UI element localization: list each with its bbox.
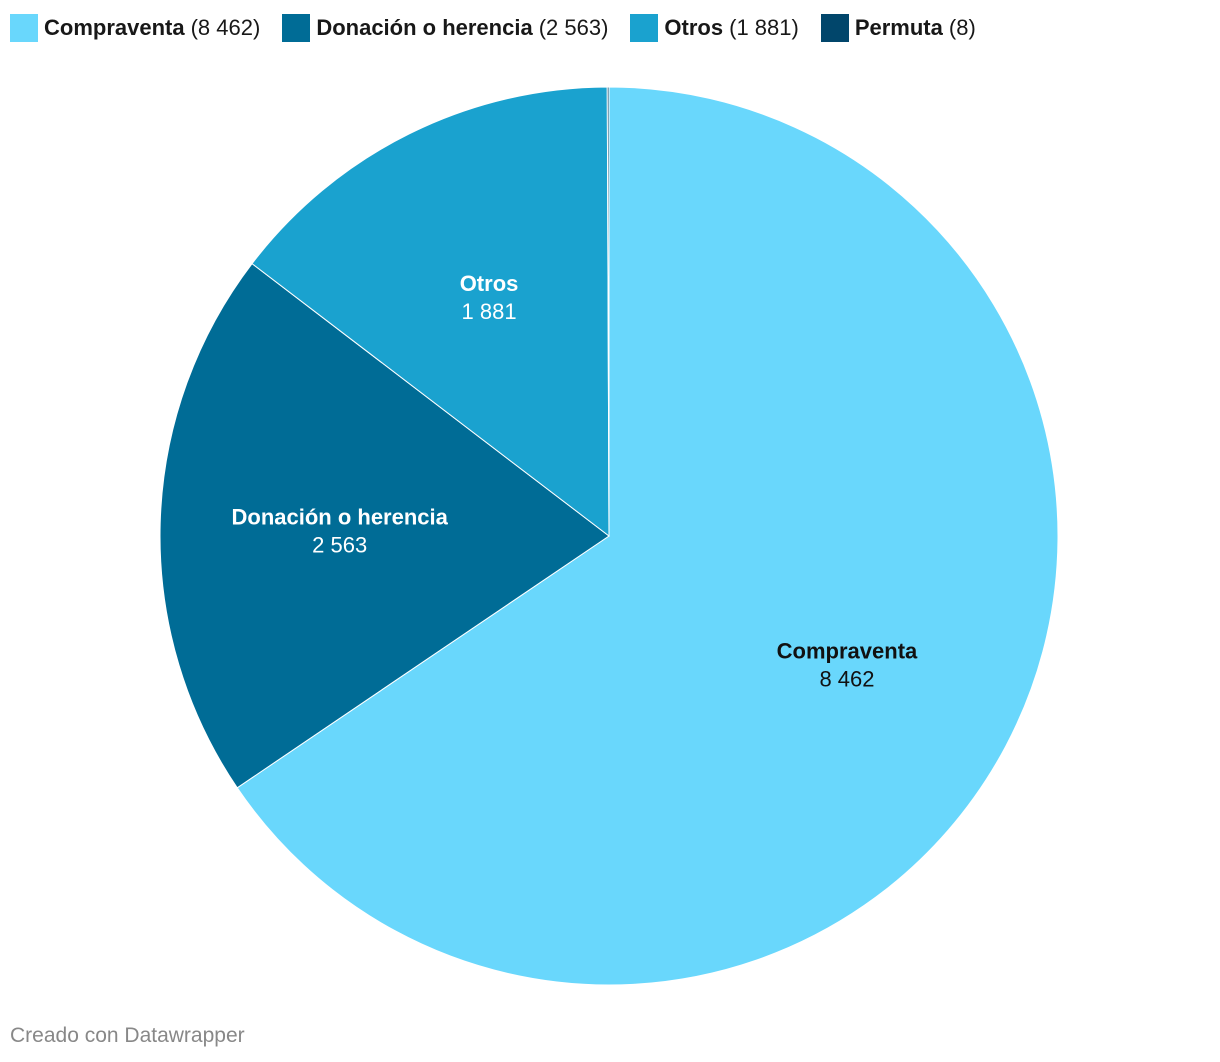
legend-item-compraventa: Compraventa (8 462) bbox=[10, 12, 260, 44]
pie-slice-permuta bbox=[606, 86, 610, 537]
legend-count: (8 462) bbox=[190, 15, 261, 40]
legend-label: Compraventa bbox=[44, 15, 185, 40]
legend-item-permuta: Permuta (8) bbox=[820, 12, 976, 44]
chart-legend: Compraventa (8 462) Donación o herencia … bbox=[10, 12, 998, 44]
slice-value-donacion-o-herencia: 2 563 bbox=[312, 532, 367, 557]
legend-swatch bbox=[282, 14, 311, 42]
legend-item-donacion-o-herencia: Donación o herencia (2 563) bbox=[282, 12, 608, 44]
slice-value-compraventa: 8 462 bbox=[819, 666, 874, 691]
pie-labels: Compraventa 8 462 Donación o herencia 2 563… bbox=[232, 271, 919, 691]
pie-slice-donacion-o-herencia bbox=[159, 262, 610, 789]
legend-count: (2 563) bbox=[538, 15, 609, 40]
legend-label: Permuta bbox=[854, 15, 943, 40]
pie-slice-otros bbox=[251, 86, 610, 538]
datawrapper-credit: Creado con Datawrapper bbox=[10, 1024, 245, 1047]
slice-value-otros: 1 881 bbox=[462, 299, 517, 324]
slice-label-donacion-o-herencia: Donación o herencia bbox=[232, 504, 449, 529]
legend-swatch bbox=[630, 14, 659, 42]
pie-slices bbox=[159, 86, 1059, 986]
legend-swatch bbox=[10, 14, 38, 42]
legend-count: (8) bbox=[948, 15, 976, 40]
legend-count: (1 881) bbox=[729, 15, 799, 40]
legend-label: Donación o herencia bbox=[316, 15, 533, 40]
slice-label-otros: Otros bbox=[460, 271, 519, 296]
legend-item-otros: Otros (1 881) bbox=[630, 12, 799, 44]
legend-label: Otros bbox=[664, 15, 724, 40]
slice-label-compraventa: Compraventa bbox=[777, 638, 918, 663]
pie-slice-compraventa bbox=[236, 86, 1059, 986]
legend-swatch bbox=[820, 14, 849, 42]
